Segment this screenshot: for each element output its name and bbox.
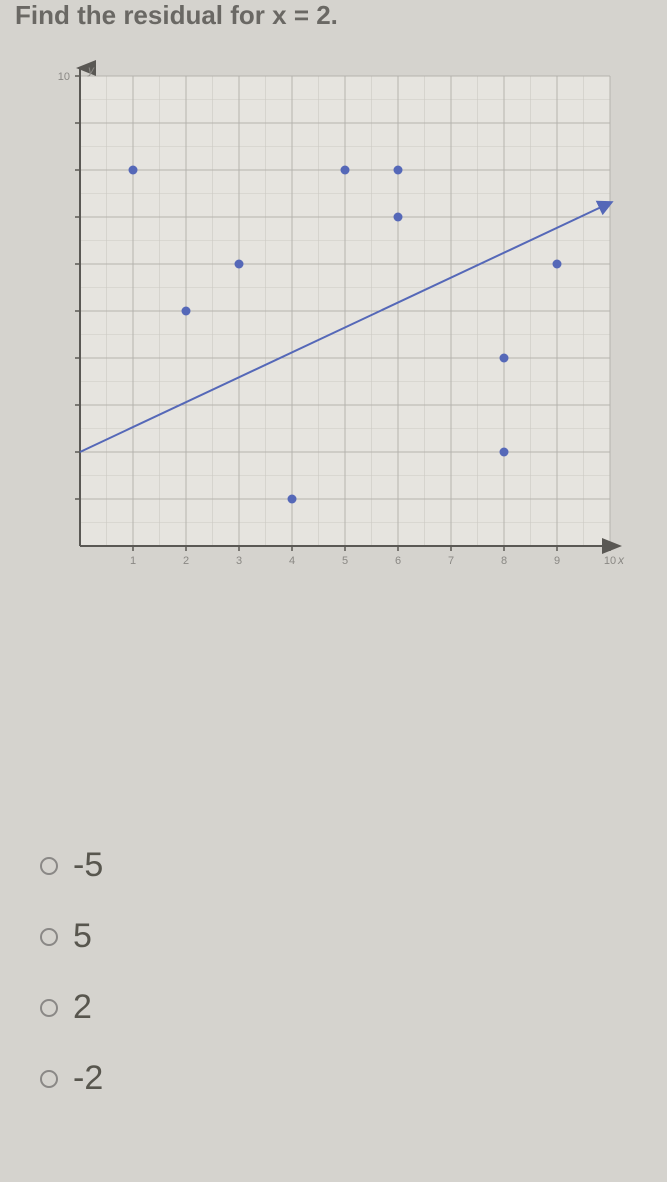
svg-text:9: 9: [554, 555, 560, 567]
svg-text:y: y: [87, 63, 95, 77]
svg-text:10: 10: [58, 71, 70, 83]
svg-text:8: 8: [501, 555, 507, 567]
option-label: 5: [73, 917, 92, 956]
svg-text:1: 1: [130, 555, 136, 567]
svg-text:10: 10: [604, 555, 616, 567]
svg-text:2: 2: [183, 555, 189, 567]
answer-options: -5 5 2 -2: [0, 846, 667, 1098]
scatter-chart: 1234567891010xy: [30, 56, 625, 586]
svg-text:6: 6: [395, 555, 401, 567]
option-label: -5: [73, 846, 103, 885]
svg-text:3: 3: [236, 555, 242, 567]
radio-icon: [40, 857, 58, 875]
svg-text:7: 7: [448, 555, 454, 567]
option-row[interactable]: -5: [40, 846, 667, 885]
radio-icon: [40, 999, 58, 1017]
chart-svg: 1234567891010xy: [30, 56, 625, 586]
radio-icon: [40, 928, 58, 946]
option-row[interactable]: 5: [40, 917, 667, 956]
option-row[interactable]: -2: [40, 1059, 667, 1098]
option-label: -2: [73, 1059, 103, 1098]
svg-text:x: x: [617, 553, 625, 567]
question-title: Find the residual for x = 2.: [0, 0, 667, 46]
option-row[interactable]: 2: [40, 988, 667, 1027]
svg-text:4: 4: [289, 555, 295, 567]
option-label: 2: [73, 988, 92, 1027]
radio-icon: [40, 1070, 58, 1088]
svg-text:5: 5: [342, 555, 348, 567]
